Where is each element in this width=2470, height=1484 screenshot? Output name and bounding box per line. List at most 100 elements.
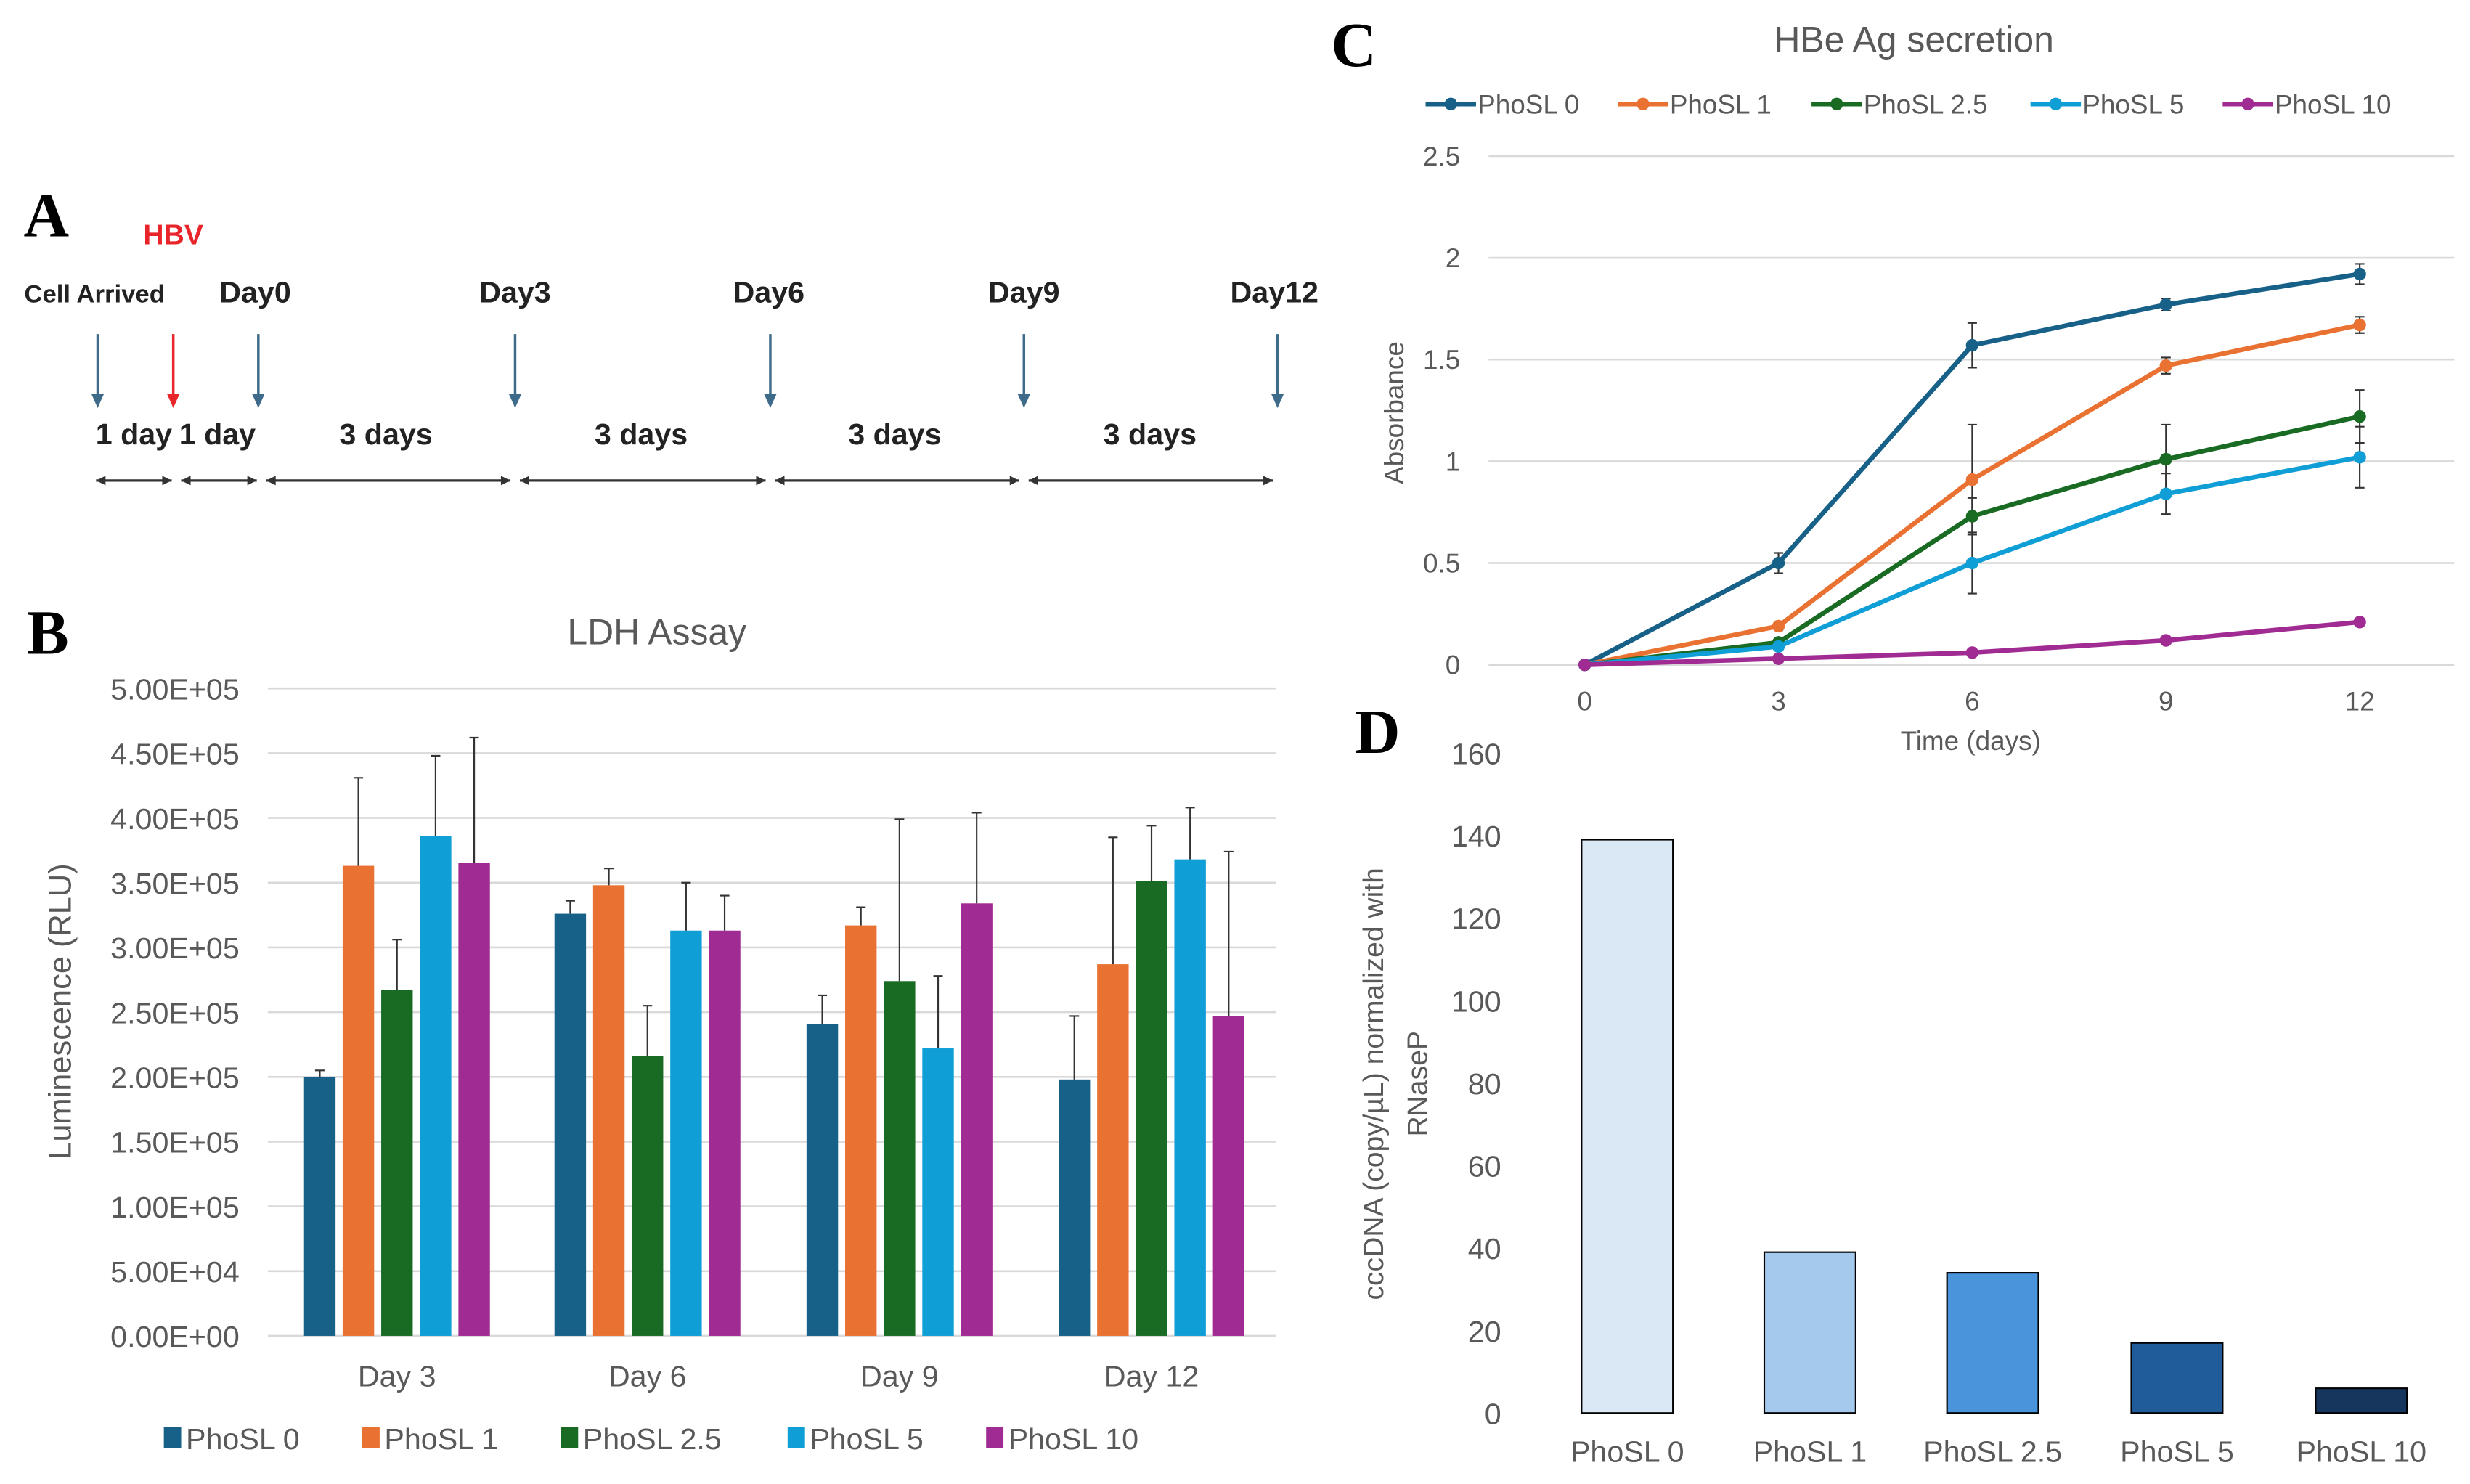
data-point: [1772, 640, 1785, 653]
x-tick-label: 12: [2345, 687, 2375, 717]
arrow-head: [91, 394, 105, 409]
bar: [961, 903, 993, 1336]
panel-label-a: A: [24, 181, 70, 250]
error-bar: [431, 754, 441, 836]
panel-b-ldh-chart: B LDH Assay Luminescence (RLU) 0.00E+00 5…: [27, 598, 1276, 1456]
y-tick-label: 5.00E+04: [110, 1255, 240, 1289]
y-tick-label: 1: [1446, 447, 1461, 476]
legend-item: PhoSL 1: [362, 1422, 498, 1456]
data-point: [2353, 267, 2366, 281]
bar: [922, 1048, 954, 1336]
down-arrow-icon: [508, 334, 522, 409]
infection-arrow-icon: [166, 334, 180, 409]
chart-title: HBe Ag secretion: [1774, 20, 2053, 60]
panel-c-hbeag-chart: C HBe Ag secretion Absorbance Time (days…: [1331, 10, 2455, 756]
timeline-event-label: Day3: [479, 276, 551, 309]
double-arrow-icon: [1028, 476, 1273, 486]
data-point: [2159, 634, 2172, 647]
error-bar: [1146, 825, 1157, 881]
y-tick-label: 0.5: [1423, 549, 1460, 579]
legend-swatch: [561, 1427, 579, 1448]
y-tick-label: 120: [1451, 902, 1501, 936]
legend-item: PhoSL 0: [163, 1422, 300, 1456]
legend-label: PhoSL 5: [810, 1422, 924, 1456]
data-point: [1772, 652, 1785, 665]
legend-swatch: [787, 1427, 805, 1448]
data-point: [2159, 298, 2172, 311]
x-tick-label: 6: [1965, 687, 1980, 717]
legend-marker: [1637, 97, 1650, 110]
panel-a-timeline: A HBV Cell Arrived Day0 Day3 Day6 Day9 Day12 1…: [24, 181, 1318, 486]
bar: [1763, 1251, 1856, 1414]
error-bar: [469, 736, 479, 863]
series-line: [1578, 316, 2366, 672]
interval-arrowheads: [96, 476, 172, 486]
y-axis-label: Luminescence (RLU): [44, 863, 78, 1159]
legend-label: PhoSL 1: [1670, 89, 1772, 119]
legend-swatch: [362, 1427, 380, 1448]
x-tick-label: PhoSL 5: [2120, 1435, 2234, 1469]
legend-label: PhoSL 0: [1477, 89, 1579, 119]
bar: [342, 865, 375, 1336]
timeline-event-label: Cell Arrived: [24, 281, 165, 309]
x-tick-label: PhoSL 0: [1570, 1435, 1684, 1469]
y-tick-label: 1.50E+05: [110, 1126, 240, 1159]
duration-label: 3 days: [1104, 417, 1197, 451]
y-tick-label: 4.50E+05: [110, 738, 240, 771]
legend-swatch: [986, 1427, 1004, 1448]
duration-label: 3 days: [339, 417, 432, 451]
timeline-event-label: Day12: [1231, 276, 1318, 309]
x-tick-label: 3: [1771, 687, 1786, 717]
legend-marker: [2049, 97, 2063, 110]
data-point: [2159, 452, 2172, 466]
y-axis-label-line1: cccDNA (copy/µL) normalized with: [1358, 868, 1390, 1300]
error-bar: [565, 900, 575, 914]
legend-label: PhoSL 2.5: [583, 1422, 722, 1456]
legend-label: PhoSL 0: [186, 1422, 300, 1456]
interval-arrowheads: [181, 476, 257, 486]
timeline-event-label: Day6: [733, 276, 805, 309]
error-bar: [818, 994, 828, 1024]
x-tick-label: Day 6: [608, 1359, 687, 1393]
error-bar: [314, 1069, 325, 1077]
data-point: [1772, 556, 1785, 570]
x-axis-label: Time (days): [1901, 726, 2041, 756]
y-tick-label: 0: [1485, 1397, 1501, 1430]
error-bar: [392, 939, 402, 990]
y-tick-label: 1.5: [1423, 345, 1460, 375]
data-point: [2353, 616, 2366, 629]
bar: [1581, 839, 1674, 1414]
legend-item: PhoSL 0: [1425, 89, 1579, 119]
x-tick-label: PhoSL 1: [1753, 1435, 1867, 1469]
panel-label-d: D: [1355, 697, 1401, 767]
legend-item: PhoSL 10: [986, 1422, 1138, 1456]
y-tick-label: 140: [1451, 820, 1501, 853]
y-tick-label: 2.5: [1423, 142, 1460, 171]
legend-item: PhoSL 1: [1618, 89, 1772, 119]
bar: [381, 990, 413, 1336]
bar: [458, 863, 490, 1336]
y-tick-label: 80: [1468, 1067, 1501, 1101]
legend-item: PhoSL 5: [2030, 89, 2184, 119]
y-tick-label: 1.00E+05: [110, 1191, 240, 1224]
data-point: [1965, 338, 1979, 352]
duration-label: 3 days: [848, 417, 941, 451]
y-tick-label: 160: [1451, 737, 1501, 770]
data-point: [2353, 451, 2366, 464]
double-arrow-icon: [266, 476, 510, 486]
bar: [1946, 1272, 2039, 1414]
x-tick-label: Day 12: [1104, 1359, 1199, 1393]
data-point: [2159, 487, 2172, 500]
y-tick-label: 60: [1468, 1150, 1501, 1183]
bar: [2130, 1342, 2224, 1414]
y-tick-label: 3.50E+05: [110, 867, 240, 900]
data-point: [1965, 646, 1979, 659]
bar: [1059, 1079, 1091, 1336]
x-tick-label: Day 3: [358, 1359, 436, 1393]
panel-d-cccdna-chart: D cccDNA (copy/µL) normalized with RNase…: [1355, 697, 2426, 1468]
y-tick-label: 4.00E+05: [110, 802, 240, 836]
y-tick-label: 0: [1446, 651, 1461, 680]
bar: [1136, 881, 1167, 1336]
data-point: [1578, 659, 1591, 672]
arrow-head: [1017, 394, 1030, 409]
